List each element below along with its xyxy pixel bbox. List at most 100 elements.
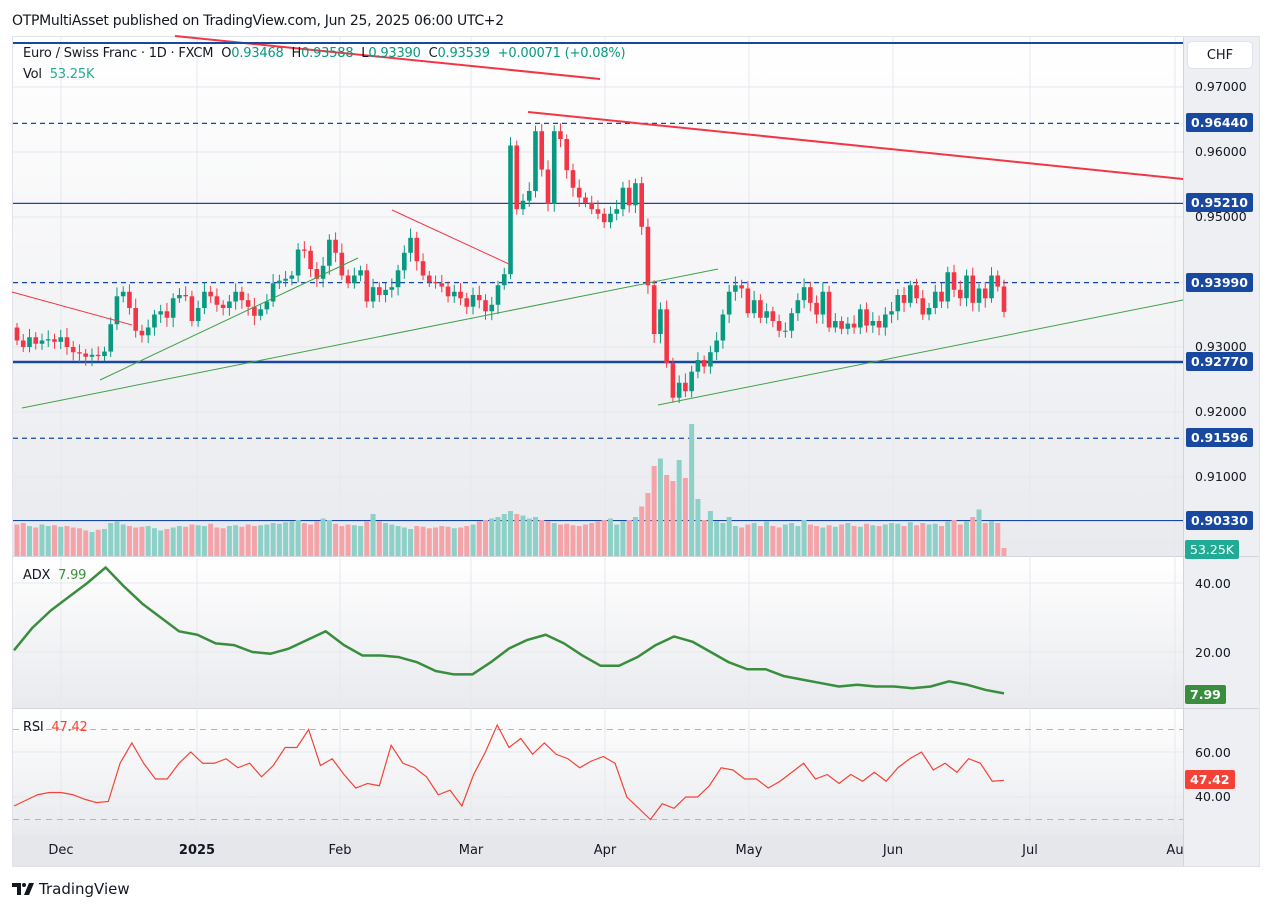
volume-bar [151,528,157,556]
support-trendline[interactable] [21,268,719,409]
candle-down [545,169,551,204]
candle-down [95,354,101,357]
volume-bar [514,514,520,556]
candle-down [826,291,832,328]
volume-bar [989,521,995,556]
currency-button[interactable]: CHF [1187,41,1253,69]
volume-bar [570,525,576,556]
volume-bar [714,521,720,556]
price-axis[interactable] [1183,37,1259,866]
candle-down [189,296,195,321]
candle-down [901,295,907,303]
volume-bar [520,515,526,556]
volume-bar [501,514,507,556]
volume-bar [64,526,70,556]
volume-bar [814,526,820,556]
volume-bar [495,517,501,556]
adx-series [13,566,1005,695]
symbol-name: Euro / Swiss Franc · 1D · FXCM [23,46,214,61]
volume-bar [170,527,176,556]
candle-up [320,265,326,279]
candle-up [451,291,457,297]
candle-up [945,272,951,302]
candle-down [864,309,869,326]
volume-bar [607,518,613,556]
candle-up [108,324,114,352]
candle-down [626,187,632,206]
volume-value: 53.25K [49,67,95,82]
candle-up [795,300,801,314]
candle-up [658,309,663,334]
volume-bar [839,524,845,556]
volume-bar [1001,548,1007,556]
volume-bar [358,526,364,556]
adx-pane[interactable] [13,557,1183,708]
close-label: C [428,46,438,61]
resistance-trendline[interactable] [11,291,133,326]
candle-down [701,360,707,367]
tradingview-logo[interactable]: TradingView [12,880,130,898]
resistance-trendline[interactable] [527,111,1184,180]
volume-bar [470,524,476,556]
candle-down [951,272,957,290]
candle-down [414,237,420,262]
candle-up [508,145,513,275]
candle-up [358,270,363,276]
time-label-2025: 2025 [178,843,216,858]
candle-up [395,270,401,288]
volume-bar [589,523,595,556]
candle-down [439,283,445,287]
volume-bar [33,527,39,556]
volume-badge: 53.25K [1185,540,1239,559]
rsi-value: 47.42 [51,720,88,735]
volume-bar [782,524,788,556]
volume-bar [645,493,651,556]
candle-down [514,145,520,210]
price-pane[interactable] [13,37,1183,556]
rsi-legend[interactable]: RSI 47.42 [23,720,88,735]
volume-bar [557,524,563,556]
candle-down [20,340,26,347]
volume-bar [726,517,732,556]
volume-bar [283,522,289,556]
candle-up [295,249,301,276]
adx-legend[interactable]: ADX 7.99 [23,568,86,583]
time-label-aug: Au [1166,843,1184,858]
candle-down [645,226,651,286]
candle-up [177,295,182,299]
candle-up [820,291,826,315]
rsi-pane[interactable] [13,709,1183,835]
volume-legend[interactable]: Vol 53.25K [23,67,94,82]
candle-up [751,300,757,314]
close-value: 0.93539 [437,46,490,61]
candle-up [470,295,476,307]
volume-bar [601,520,607,556]
volume-bar [120,524,126,556]
volume-bar [420,526,426,556]
candle-up [676,382,682,398]
volume-bar [89,532,95,556]
volume-bar [620,521,626,556]
support-trendline[interactable] [99,257,359,381]
volume-bar [639,506,645,556]
candle-up [608,213,613,223]
support-trendline[interactable] [657,299,1184,406]
time-axis[interactable] [13,835,1183,866]
candle-up [145,327,151,336]
volume-bar [395,526,401,556]
candle-up [233,291,238,302]
candle-down [377,287,382,295]
resistance-trendline[interactable] [391,209,510,265]
volume-bar [289,521,295,556]
adx-tick: 40.00 [1195,576,1231,591]
candle-down [651,285,657,334]
volume-bar [651,466,657,556]
candle-down [939,291,944,302]
volume-bar [95,529,101,556]
volume-bar [689,424,695,556]
candle-up [833,321,838,328]
candle-down [920,298,926,315]
symbol-legend[interactable]: Euro / Swiss Franc · 1D · FXCM O0.93468 … [23,46,626,61]
candle-up [152,314,157,328]
